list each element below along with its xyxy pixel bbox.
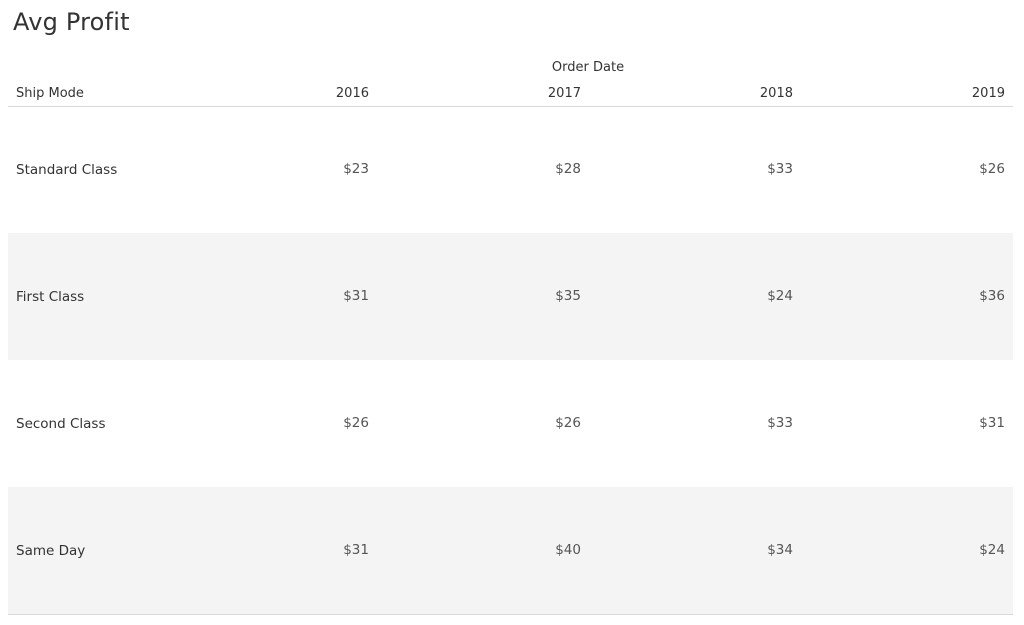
table-cell[interactable]: $24 [767,288,793,304]
table-cell[interactable]: $34 [767,542,793,558]
table-cell[interactable]: $31 [343,288,369,304]
table-row: Standard Class $23 $28 $33 $26 [8,106,1013,233]
table-row: Second Class $26 $26 $33 $31 [8,360,1013,487]
table-cell[interactable]: $36 [979,288,1005,304]
column-group-header[interactable]: Order Date [551,60,625,75]
table-row: Same Day $31 $40 $34 $24 [8,487,1013,614]
header-divider [8,106,1013,107]
table-cell[interactable]: $24 [979,542,1005,558]
table-cell[interactable]: $33 [767,415,793,431]
table-cell[interactable]: $33 [767,161,793,177]
column-header-2017[interactable]: 2017 [547,86,581,101]
row-label[interactable]: Same Day [16,543,86,559]
row-label[interactable]: Standard Class [16,162,118,178]
bottom-divider [8,614,1013,615]
table-cell[interactable]: $40 [555,542,581,558]
table-cell[interactable]: $26 [979,161,1005,177]
table-row: First Class $31 $35 $24 $36 [8,233,1013,360]
table-cell[interactable]: $26 [343,415,369,431]
table-cell[interactable]: $26 [555,415,581,431]
sheet-title: Avg Profit [13,8,130,36]
row-label[interactable]: Second Class [16,416,106,432]
table-cell[interactable]: $23 [343,161,369,177]
table-cell[interactable]: $31 [343,542,369,558]
row-header[interactable]: Ship Mode [16,86,84,101]
row-label[interactable]: First Class [16,289,85,305]
column-header-2018[interactable]: 2018 [759,86,793,101]
table-cell[interactable]: $31 [979,415,1005,431]
table-cell[interactable]: $35 [555,288,581,304]
column-header-2016[interactable]: 2016 [335,86,369,101]
table-cell[interactable]: $28 [555,161,581,177]
column-header-2019[interactable]: 2019 [971,86,1005,101]
